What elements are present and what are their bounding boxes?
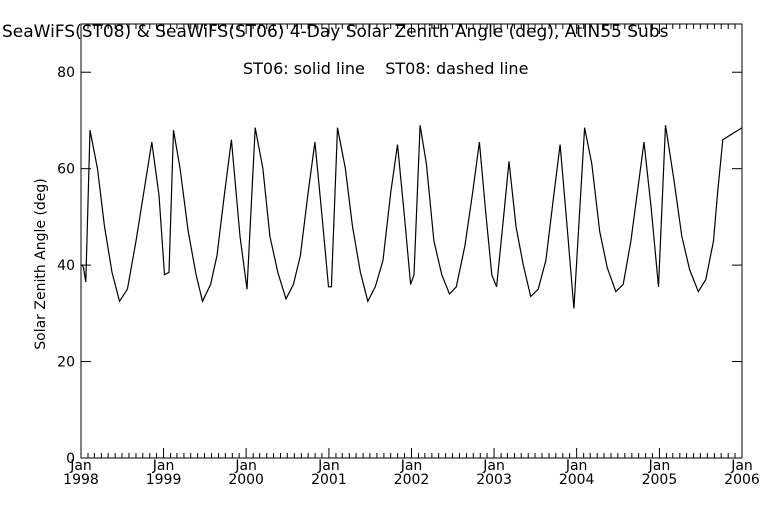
x-tick-year-label: 1999 bbox=[146, 472, 182, 488]
x-tick-month-label: Jan bbox=[400, 458, 423, 474]
x-tick-month-label: Jan bbox=[482, 458, 505, 474]
y-tick-label: 60 bbox=[57, 162, 75, 178]
x-tick-month-label: Jan bbox=[648, 458, 671, 474]
y-tick-label: 0 bbox=[66, 451, 75, 467]
chart-title: SeaWiFS(ST08) & SeaWiFS(ST06) 4-Day Sola… bbox=[2, 22, 669, 42]
plot-frame bbox=[80, 23, 743, 459]
chart-annotation: ST06: solid line ST08: dashed line bbox=[243, 59, 528, 78]
x-tick-year-label: 2002 bbox=[394, 472, 430, 488]
y-axis-label: Solar Zenith Angle (deg) bbox=[33, 178, 49, 350]
x-tick-month-label: Jan bbox=[730, 458, 753, 474]
x-tick-year-label: 2004 bbox=[559, 472, 595, 488]
x-tick-year-label: 2005 bbox=[642, 472, 678, 488]
y-tick-label: 40 bbox=[57, 258, 75, 274]
x-tick-month-label: Jan bbox=[152, 458, 175, 474]
x-tick-year-label: 2000 bbox=[228, 472, 264, 488]
series-line-solid bbox=[80, 125, 743, 309]
x-tick-month-label: Jan bbox=[69, 458, 92, 474]
x-ticks: Jan1998Jan1999Jan2000Jan2001Jan2002Jan20… bbox=[63, 24, 760, 488]
series-layer bbox=[80, 125, 743, 309]
x-tick-year-label: 1998 bbox=[63, 472, 99, 488]
y-tick-label: 20 bbox=[57, 355, 75, 371]
x-tick-month-label: Jan bbox=[317, 458, 340, 474]
y-ticks: 0 20 40 60 80 bbox=[57, 65, 742, 467]
x-tick-month-label: Jan bbox=[565, 458, 588, 474]
x-tick-year-label: 2003 bbox=[476, 472, 512, 488]
x-tick-month-label: Jan bbox=[234, 458, 257, 474]
y-tick-label: 80 bbox=[57, 65, 75, 81]
x-tick-year-label: 2006 bbox=[724, 472, 760, 488]
x-tick-year-label: 2001 bbox=[311, 472, 347, 488]
